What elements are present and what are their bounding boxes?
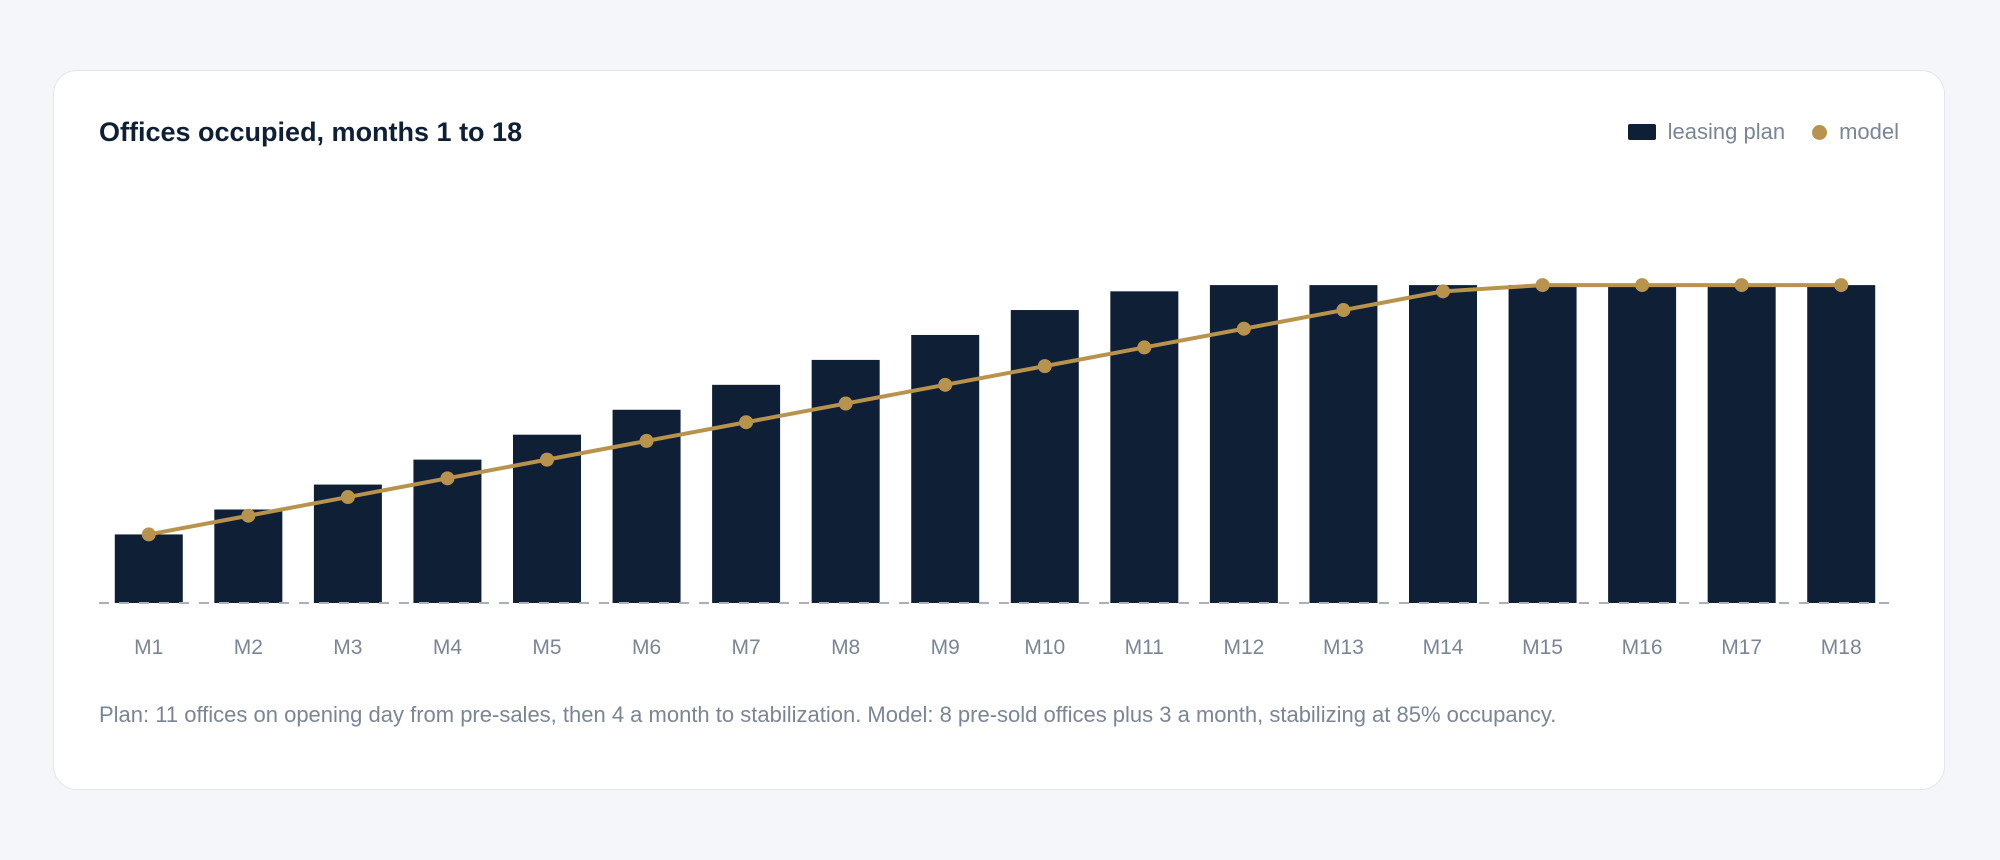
model-point-m15[interactable] [1535, 278, 1550, 293]
x-tick-m11: M11 [1125, 636, 1164, 659]
legend-label-model: model [1839, 119, 1899, 144]
bar-m15[interactable] [1508, 285, 1577, 603]
model-point-m18[interactable] [1834, 278, 1849, 293]
x-tick-m8: M8 [831, 636, 860, 659]
model-point-m11[interactable] [1137, 340, 1152, 355]
bar-m16[interactable] [1608, 285, 1677, 603]
bar-m8[interactable] [811, 359, 880, 603]
bar-m2[interactable] [214, 509, 283, 604]
model-point-m2[interactable] [241, 508, 256, 523]
legend-item-model[interactable]: model [1812, 119, 1899, 145]
model-point-m14[interactable] [1436, 284, 1450, 299]
x-tick-m16: M16 [1622, 636, 1663, 659]
bar-m13[interactable] [1309, 285, 1378, 603]
bar-m10[interactable] [1010, 310, 1079, 603]
model-point-m8[interactable] [838, 396, 853, 411]
x-tick-m1: M1 [134, 636, 163, 659]
chart-card: Offices occupied, months 1 to 18 leasing… [53, 70, 1945, 790]
model-point-m5[interactable] [540, 452, 554, 467]
legend-swatch-dot [1812, 124, 1828, 140]
chart-plot: M1 M2 M3 M4 M5 M6 M7 M8 M9 M10 M11 M12 M13 M14 M15 M16 M… [99, 278, 1891, 659]
x-tick-m12: M12 [1223, 636, 1264, 659]
bar-m12[interactable] [1209, 285, 1278, 603]
x-tick-m13: M13 [1323, 636, 1364, 659]
model-line [146, 283, 1844, 537]
chart-legend: leasing plan model [1627, 119, 1899, 145]
model-point-m3[interactable] [340, 490, 355, 505]
x-tick-m9: M9 [931, 636, 960, 659]
bar-m1[interactable] [114, 534, 183, 603]
x-tick-m7: M7 [732, 636, 761, 659]
model-point-m6[interactable] [639, 433, 654, 448]
x-tick-m14: M14 [1423, 636, 1464, 659]
bar-m11[interactable] [1110, 291, 1179, 603]
model-point-m4[interactable] [440, 471, 455, 486]
bar-m14[interactable] [1409, 285, 1477, 603]
model-point-m1[interactable] [141, 527, 156, 542]
bars-layer [114, 285, 1876, 604]
bar-m3[interactable] [313, 484, 382, 603]
x-tick-m2: M2 [234, 636, 263, 659]
points-layer [141, 278, 1849, 542]
x-tick-m5: M5 [532, 636, 561, 659]
chart-footnote: Plan: 11 offices on opening day from pre… [99, 702, 1557, 727]
bar-m9[interactable] [911, 334, 980, 603]
line-layer [146, 283, 1844, 537]
model-point-m13[interactable] [1336, 303, 1351, 318]
chart-title: Offices occupied, months 1 to 18 [99, 117, 523, 147]
legend-item-leasing-plan[interactable]: leasing plan [1627, 119, 1786, 145]
x-tick-m15: M15 [1522, 636, 1563, 659]
x-tick-m6: M6 [632, 636, 661, 659]
x-tick-m18: M18 [1821, 636, 1862, 659]
model-point-m12[interactable] [1236, 321, 1251, 336]
x-tick-m3: M3 [333, 636, 362, 659]
bar-m17[interactable] [1707, 285, 1776, 603]
legend-label-leasing-plan: leasing plan [1667, 119, 1786, 144]
legend-swatch-bar [1627, 124, 1656, 140]
model-point-m9[interactable] [938, 377, 953, 392]
model-point-m16[interactable] [1635, 278, 1650, 293]
model-point-m17[interactable] [1734, 278, 1749, 293]
ticks-layer: M1 M2 M3 M4 M5 M6 M7 M8 M9 M10 M11 M12 M13 M14 M15 M16 M… [134, 636, 1861, 659]
x-tick-m4: M4 [433, 636, 462, 659]
bar-m18[interactable] [1807, 285, 1876, 603]
x-tick-m10: M10 [1024, 636, 1065, 659]
x-tick-m17: M17 [1721, 636, 1762, 659]
model-point-m7[interactable] [739, 415, 754, 430]
model-point-m10[interactable] [1037, 359, 1052, 374]
